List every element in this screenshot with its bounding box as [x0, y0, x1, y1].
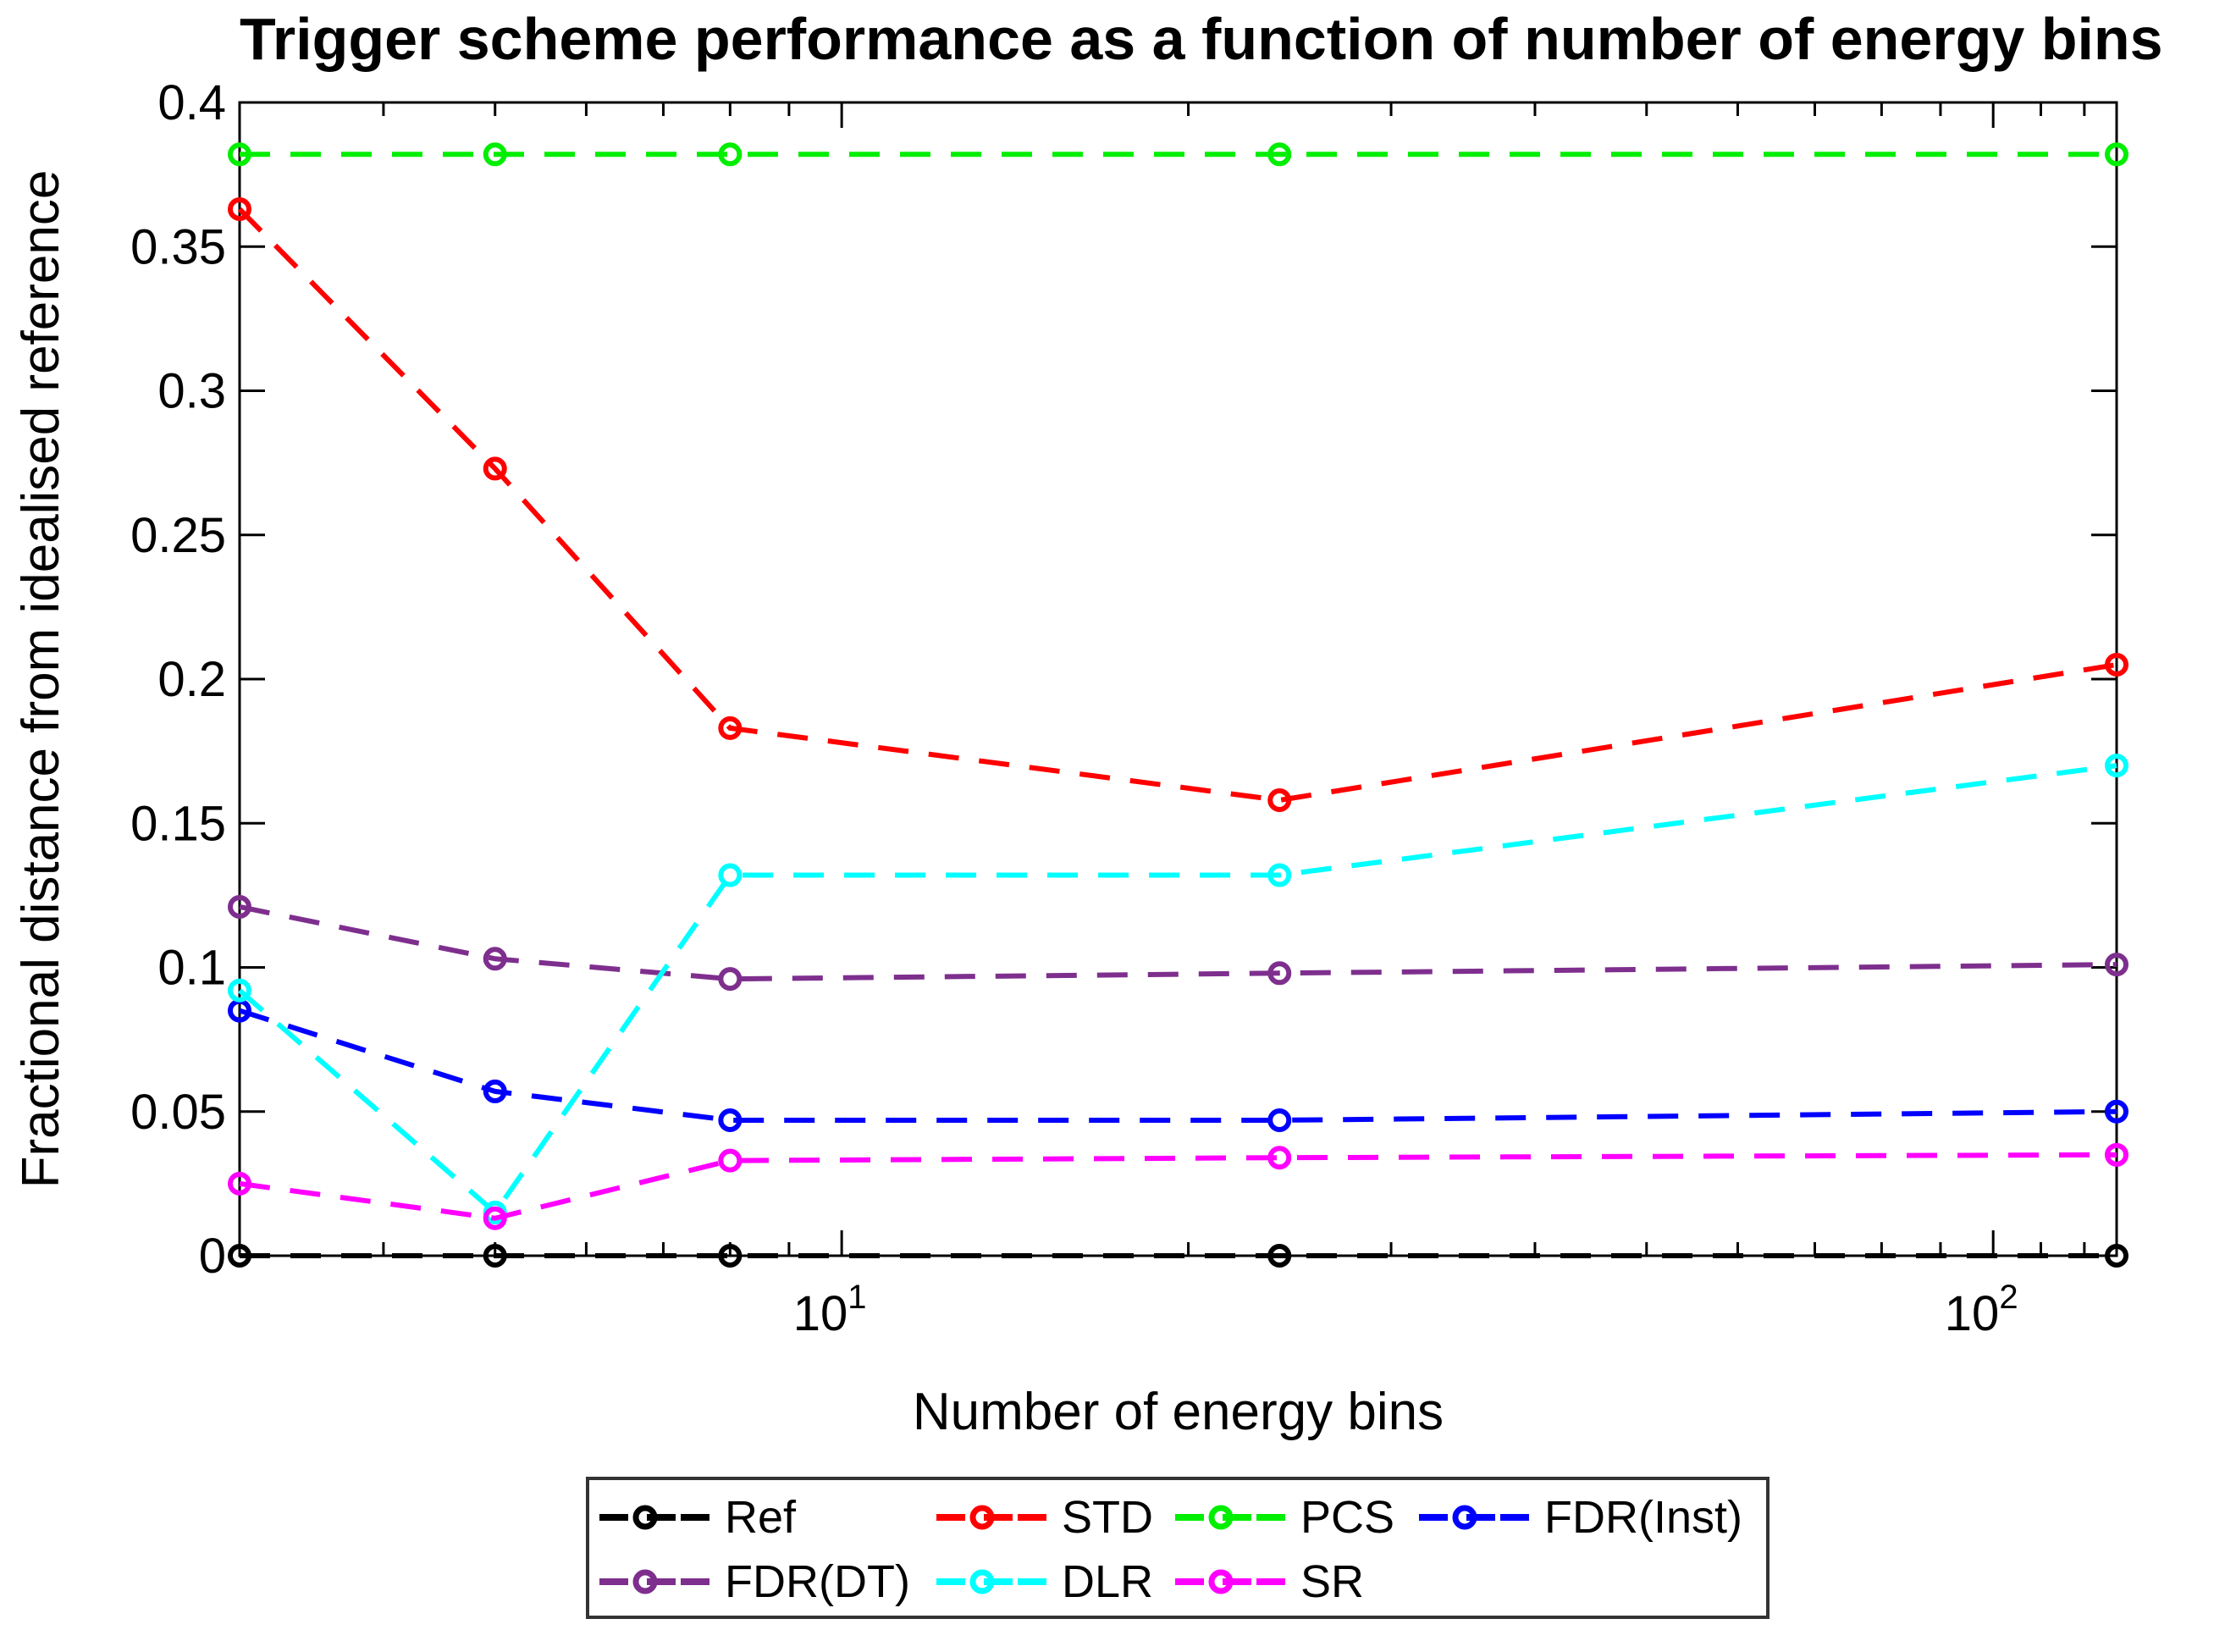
series-marker-SR [2105, 1142, 2128, 1167]
series-marker-FDR(DT) [1267, 961, 1292, 986]
legend-label: PCS [1300, 1492, 1395, 1543]
series-marker-SR [228, 1171, 251, 1196]
chart-title: Trigger scheme performance as a function… [240, 6, 2163, 72]
series-marker-DLR [1267, 863, 1292, 887]
series-line-FDR(Inst) [239, 1008, 2117, 1123]
y-tick-label: 0.25 [130, 508, 226, 563]
series-marker-FDR(DT) [228, 894, 251, 919]
legend-row: FDR(DT) DLR SR [598, 1550, 1766, 1614]
legend-item-FDR(Inst): FDR(Inst) [1417, 1485, 1764, 1550]
legend-item-SR: SR [1173, 1550, 1417, 1614]
legend-item-PCS: PCS [1173, 1485, 1417, 1550]
series-line-STD [237, 207, 2117, 804]
series-marker-PCS [483, 142, 507, 167]
y-tick-label: 0.1 [157, 941, 226, 996]
series-marker-Ref [718, 1244, 743, 1268]
axes-frame [238, 101, 2118, 1257]
y-tick-label: 0.05 [130, 1085, 226, 1140]
series-marker-STD [1267, 788, 1292, 813]
legend-label: FDR(DT) [725, 1556, 910, 1607]
legend-sample [1175, 1505, 1297, 1530]
x-tick-label: 101 [793, 1279, 867, 1341]
legend-label: STD [1062, 1492, 1153, 1543]
legend-sample [936, 1569, 1058, 1594]
series-marker-SR [718, 1148, 743, 1173]
legend-label: FDR(Inst) [1544, 1492, 1742, 1543]
legend-sample [1175, 1569, 1297, 1594]
series-marker-Ref [1267, 1244, 1292, 1268]
series-marker-STD [483, 456, 507, 481]
series-marker-DLR [718, 863, 743, 887]
series-marker-FDR(Inst) [483, 1079, 507, 1103]
series-marker-DLR [2105, 754, 2128, 778]
legend-label: SR [1300, 1556, 1365, 1607]
legend-item-STD: STD [935, 1485, 1173, 1550]
series-marker-Ref [2105, 1244, 2128, 1268]
series-marker-STD [228, 196, 251, 221]
series-marker-PCS [228, 142, 251, 167]
x-axis-label: Number of energy bins [912, 1383, 1444, 1441]
legend-sample [936, 1505, 1058, 1530]
series-marker-FDR(Inst) [2105, 1099, 2128, 1124]
legend-item-DLR: DLR [935, 1550, 1173, 1614]
series-marker-DLR [228, 978, 251, 1003]
y-tick-label: 0.35 [130, 219, 226, 274]
series-line-FDR(DT) [239, 904, 2117, 982]
series-line-SR [239, 1152, 2117, 1221]
series-marker-FDR(DT) [483, 947, 507, 971]
y-tick-label: 0.4 [157, 75, 226, 130]
series-marker-FDR(Inst) [1267, 1108, 1292, 1132]
legend-label: Ref [725, 1492, 797, 1543]
legend-label: DLR [1062, 1556, 1154, 1607]
legend-sample [1419, 1505, 1541, 1530]
y-tick-label: 0.3 [157, 364, 226, 419]
x-tick-label: 102 [1945, 1279, 2018, 1341]
series-marker-Ref [228, 1244, 251, 1268]
series-marker-FDR(DT) [2105, 953, 2128, 977]
legend-item-Ref: Ref [598, 1485, 935, 1550]
series-marker-FDR(Inst) [718, 1108, 743, 1132]
series-marker-PCS [1267, 142, 1292, 167]
y-tick-label: 0.15 [130, 796, 226, 851]
series-marker-Ref [483, 1244, 507, 1268]
legend-item-FDR(DT): FDR(DT) [598, 1550, 935, 1614]
legend-row: Ref STD PCS FDR(Inst) [598, 1485, 1766, 1550]
y-tick-label: 0 [199, 1229, 226, 1284]
legend-box: Ref STD PCS FDR(Inst) FDR(DT) DLR SR [586, 1477, 1770, 1619]
series-marker-STD [2105, 652, 2128, 677]
series-marker-SR [1267, 1146, 1292, 1170]
series-marker-SR [483, 1206, 507, 1230]
series-line-DLR [238, 763, 2117, 1217]
legend-sample [599, 1569, 721, 1594]
series-marker-FDR(DT) [718, 967, 743, 992]
series-marker-STD [718, 715, 743, 740]
legend-sample [599, 1505, 721, 1530]
series-marker-PCS [2105, 142, 2128, 167]
series-marker-PCS [718, 142, 743, 167]
y-tick-label: 0.2 [157, 652, 226, 707]
